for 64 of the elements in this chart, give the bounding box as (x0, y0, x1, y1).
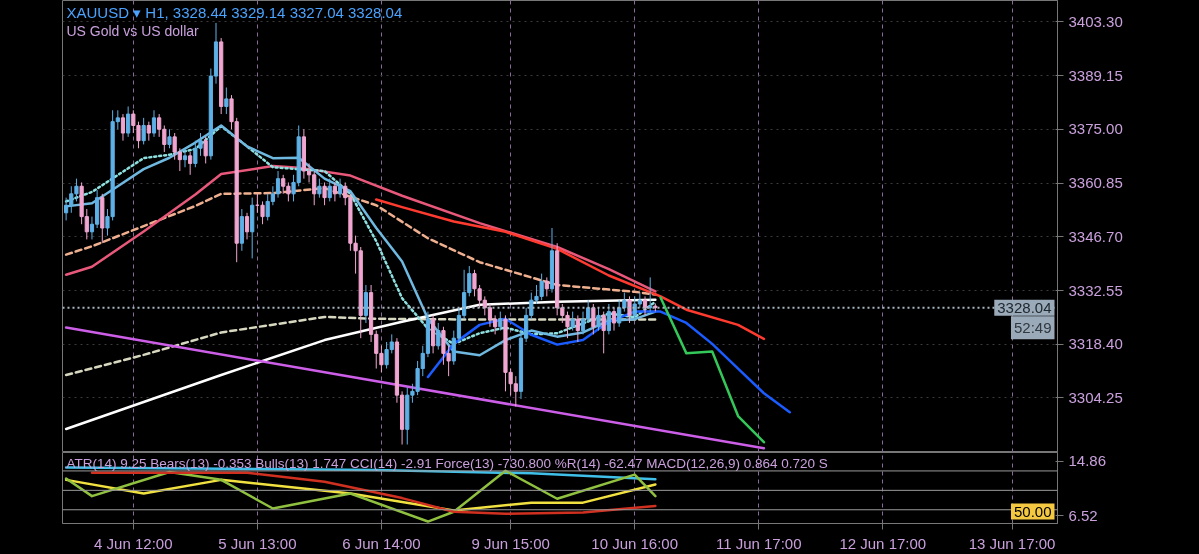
candlestick (203, 136, 208, 164)
candlestick (436, 322, 441, 351)
candlestick (120, 113, 126, 142)
candlestick (260, 200, 265, 225)
category-label: 13 Jun 17:00 (968, 534, 1056, 552)
annotation: 52:49 (1013, 319, 1052, 337)
y-tick-label: 3389.15 (1068, 66, 1123, 84)
y-tick-label: 3360.85 (1068, 174, 1123, 192)
candlestick (322, 181, 327, 206)
candlestick (570, 311, 575, 332)
category-label: 6 Jun 14:00 (342, 534, 421, 552)
candlestick (126, 105, 131, 138)
category-label: 4 Jun 12:00 (94, 534, 173, 552)
candlestick (627, 295, 632, 324)
category-label: 5 Jun 13:00 (218, 534, 297, 552)
candlestick (498, 311, 503, 332)
y-tick-label: 6.52 (1068, 506, 1098, 524)
candlestick (487, 303, 493, 328)
candlestick (224, 86, 229, 115)
candlestick (151, 109, 157, 138)
candlestick (146, 121, 151, 142)
candlestick (363, 284, 369, 324)
text: US Gold vs US dollar (66, 22, 200, 39)
candlestick (611, 307, 617, 332)
line-series (375, 198, 766, 341)
line-series (90, 471, 657, 515)
candlestick (317, 178, 322, 199)
y-tick-label: 3375.00 (1068, 120, 1123, 138)
candlestick (327, 178, 332, 202)
candlestick (275, 170, 281, 199)
candlestick (606, 303, 611, 335)
candlestick (544, 276, 549, 297)
y-tick-label: 3318.40 (1068, 335, 1123, 353)
candlestick (575, 314, 580, 343)
y-tick-label: 3332.55 (1068, 281, 1123, 299)
chart-title: ATR(14) 9.25 Bears(13) -0.353 Bulls(13) 1.747 CCI(14) -2.91 Force(13) -730.800 %R(14) -62.47 MACD(12,26,9) 0.864 0.720 S (66, 455, 828, 471)
line-series (64, 298, 657, 431)
y-tick-label: 3304.25 (1068, 388, 1123, 406)
line-series (64, 315, 657, 377)
candlestick (580, 311, 586, 335)
candlestick (596, 307, 601, 332)
candlestick (167, 128, 172, 149)
candlestick (591, 303, 596, 335)
line-series (64, 186, 657, 296)
category-label: 11 Jun 17:00 (715, 534, 802, 552)
category-label: 10 Jun 16:00 (591, 534, 679, 552)
annotation: 50.00 (1013, 502, 1052, 520)
ref-line-label: 3328.04 (997, 298, 1052, 316)
candlestick (244, 212, 250, 240)
y-tick-label: 3403.30 (1068, 12, 1123, 30)
y-tick-label: 14.86 (1068, 452, 1107, 470)
candlestick (337, 178, 343, 199)
category-label: 9 Jun 15:00 (471, 534, 550, 552)
candlestick (141, 117, 146, 145)
y-tick-label: 3346.70 (1068, 227, 1123, 245)
candlestick (182, 147, 188, 168)
candlestick (332, 181, 337, 202)
line-series (659, 296, 766, 444)
chart-title: XAUUSD ▾ H1, 3328.44 3329.14 3327.04 3328.04 (66, 3, 403, 21)
line-series (64, 469, 657, 523)
candlestick (601, 311, 606, 354)
candlestick (648, 276, 653, 313)
candlestick (188, 151, 193, 176)
category-label: 12 Jun 17:00 (839, 534, 927, 552)
